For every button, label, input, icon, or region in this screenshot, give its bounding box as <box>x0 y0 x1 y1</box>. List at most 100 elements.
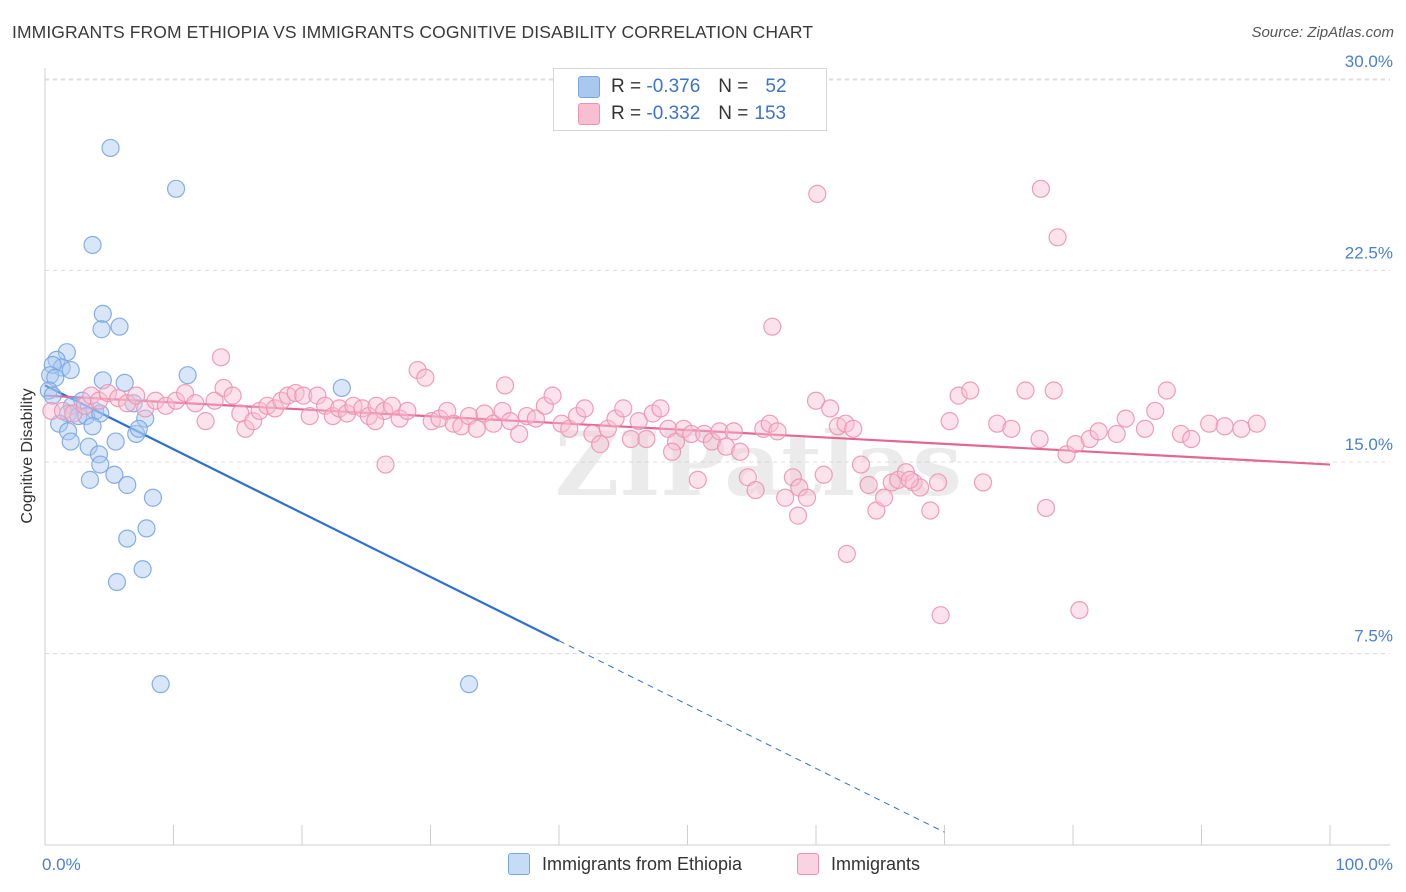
point-ethiopia <box>106 432 125 451</box>
point-immigrants <box>797 488 817 507</box>
point-immigrants <box>416 368 435 387</box>
point-immigrants <box>543 386 562 405</box>
bottom-legend-label-ethiopia: Immigrants from Ethiopia <box>542 853 743 874</box>
point-immigrants <box>731 442 750 461</box>
y-tick-label: 15.0% <box>1345 435 1393 454</box>
point-immigrants <box>1146 401 1165 421</box>
grid-lines <box>45 78 1390 654</box>
point-immigrants <box>390 409 409 428</box>
point-immigrants <box>211 348 231 367</box>
point-immigrants <box>236 419 255 438</box>
point-immigrants <box>940 412 959 431</box>
point-immigrants <box>651 399 670 418</box>
point-immigrants <box>702 432 722 451</box>
legend-r-label: R = <box>611 76 642 97</box>
point-immigrants <box>316 396 335 415</box>
point-immigrants <box>1182 429 1201 449</box>
point-immigrants <box>614 399 633 418</box>
point-ethiopia <box>133 560 152 579</box>
point-immigrants <box>821 399 840 418</box>
point-immigrants <box>724 422 743 441</box>
point-ethiopia <box>92 320 111 339</box>
point-immigrants <box>376 455 395 474</box>
point-immigrants <box>205 391 224 410</box>
point-immigrants <box>783 468 802 487</box>
point-immigrants <box>186 394 205 413</box>
point-immigrants <box>136 399 155 418</box>
source-label: Source: ZipAtlas.com <box>1251 24 1394 41</box>
point-immigrants <box>1107 424 1126 444</box>
point-immigrants <box>859 475 878 495</box>
point-immigrants <box>808 184 827 203</box>
point-immigrants <box>1057 445 1076 464</box>
y-tick-label: 22.5% <box>1345 244 1393 263</box>
point-ethiopia <box>115 373 134 392</box>
point-immigrants <box>629 412 648 431</box>
bottom-legend-swatch-ethiopia <box>508 853 530 875</box>
bottom-legend-label-immigrants: Immigrants <box>831 853 921 874</box>
point-immigrants <box>223 386 242 405</box>
legend-r-value: -0.332 <box>646 103 701 124</box>
point-immigrants <box>398 401 417 421</box>
point-immigrants <box>851 455 871 474</box>
bottom-legend-immigrants: Immigrants <box>797 852 920 876</box>
point-immigrants <box>806 391 826 410</box>
point-immigrants <box>300 406 319 426</box>
point-immigrants <box>127 386 146 405</box>
point-ethiopia <box>91 455 110 474</box>
y-tick-label: 7.5% <box>1354 627 1393 646</box>
point-immigrants <box>75 396 94 415</box>
axes <box>44 68 1390 846</box>
point-immigrants <box>467 419 486 438</box>
point-ethiopia <box>143 488 163 507</box>
point-ethiopia <box>110 317 129 336</box>
point-immigrants <box>452 417 471 436</box>
point-ethiopia <box>80 470 100 489</box>
point-immigrants <box>109 389 128 408</box>
point-immigrants <box>910 478 930 497</box>
point-ethiopia <box>107 572 127 592</box>
point-immigrants <box>493 401 512 421</box>
point-immigrants <box>1044 381 1063 400</box>
point-immigrants <box>1016 381 1035 400</box>
point-immigrants <box>1070 600 1089 620</box>
legend-row-immigrants: R = -0.332 N = 153 <box>578 102 786 126</box>
point-ethiopia <box>41 366 60 385</box>
point-immigrants <box>688 470 707 489</box>
point-ethiopia <box>166 179 186 198</box>
trend-line-ethiopia-extension <box>558 640 945 833</box>
point-ethiopia <box>129 419 148 438</box>
point-immigrants <box>961 381 980 400</box>
x-tick-label-min: 0.0% <box>42 855 81 874</box>
point-immigrants <box>814 465 833 484</box>
point-immigrants <box>146 391 165 410</box>
point-immigrants <box>621 429 641 449</box>
legend-n-label: N = <box>718 103 749 124</box>
point-immigrants <box>1089 422 1108 441</box>
point-immigrants <box>844 419 863 438</box>
stats-legend: R = -0.376 N = 52 R = -0.332 N = 153 <box>553 68 827 131</box>
point-immigrants <box>710 422 729 441</box>
point-ethiopia <box>86 401 105 421</box>
point-immigrants <box>1030 429 1049 449</box>
point-immigrants <box>98 383 118 403</box>
point-immigrants <box>875 488 894 507</box>
point-immigrants <box>1116 409 1135 428</box>
point-ethiopia <box>101 138 120 158</box>
point-immigrants <box>366 412 385 431</box>
point-immigrants <box>1157 381 1176 400</box>
point-ethiopia <box>136 409 155 428</box>
point-immigrants <box>308 386 327 405</box>
point-immigrants <box>682 424 701 444</box>
point-immigrants <box>1002 419 1021 438</box>
point-immigrants <box>526 409 545 428</box>
point-ethiopia <box>61 360 80 380</box>
point-immigrants <box>501 412 520 431</box>
point-immigrants <box>408 360 427 380</box>
legend-n-value: 153 <box>754 103 787 124</box>
point-immigrants <box>928 473 948 492</box>
tick-labels: 7.5% 15.0% 22.5% 30.0% 0.0% 100.0% <box>42 52 1393 874</box>
point-immigrants <box>510 424 529 444</box>
point-immigrants <box>716 437 736 456</box>
